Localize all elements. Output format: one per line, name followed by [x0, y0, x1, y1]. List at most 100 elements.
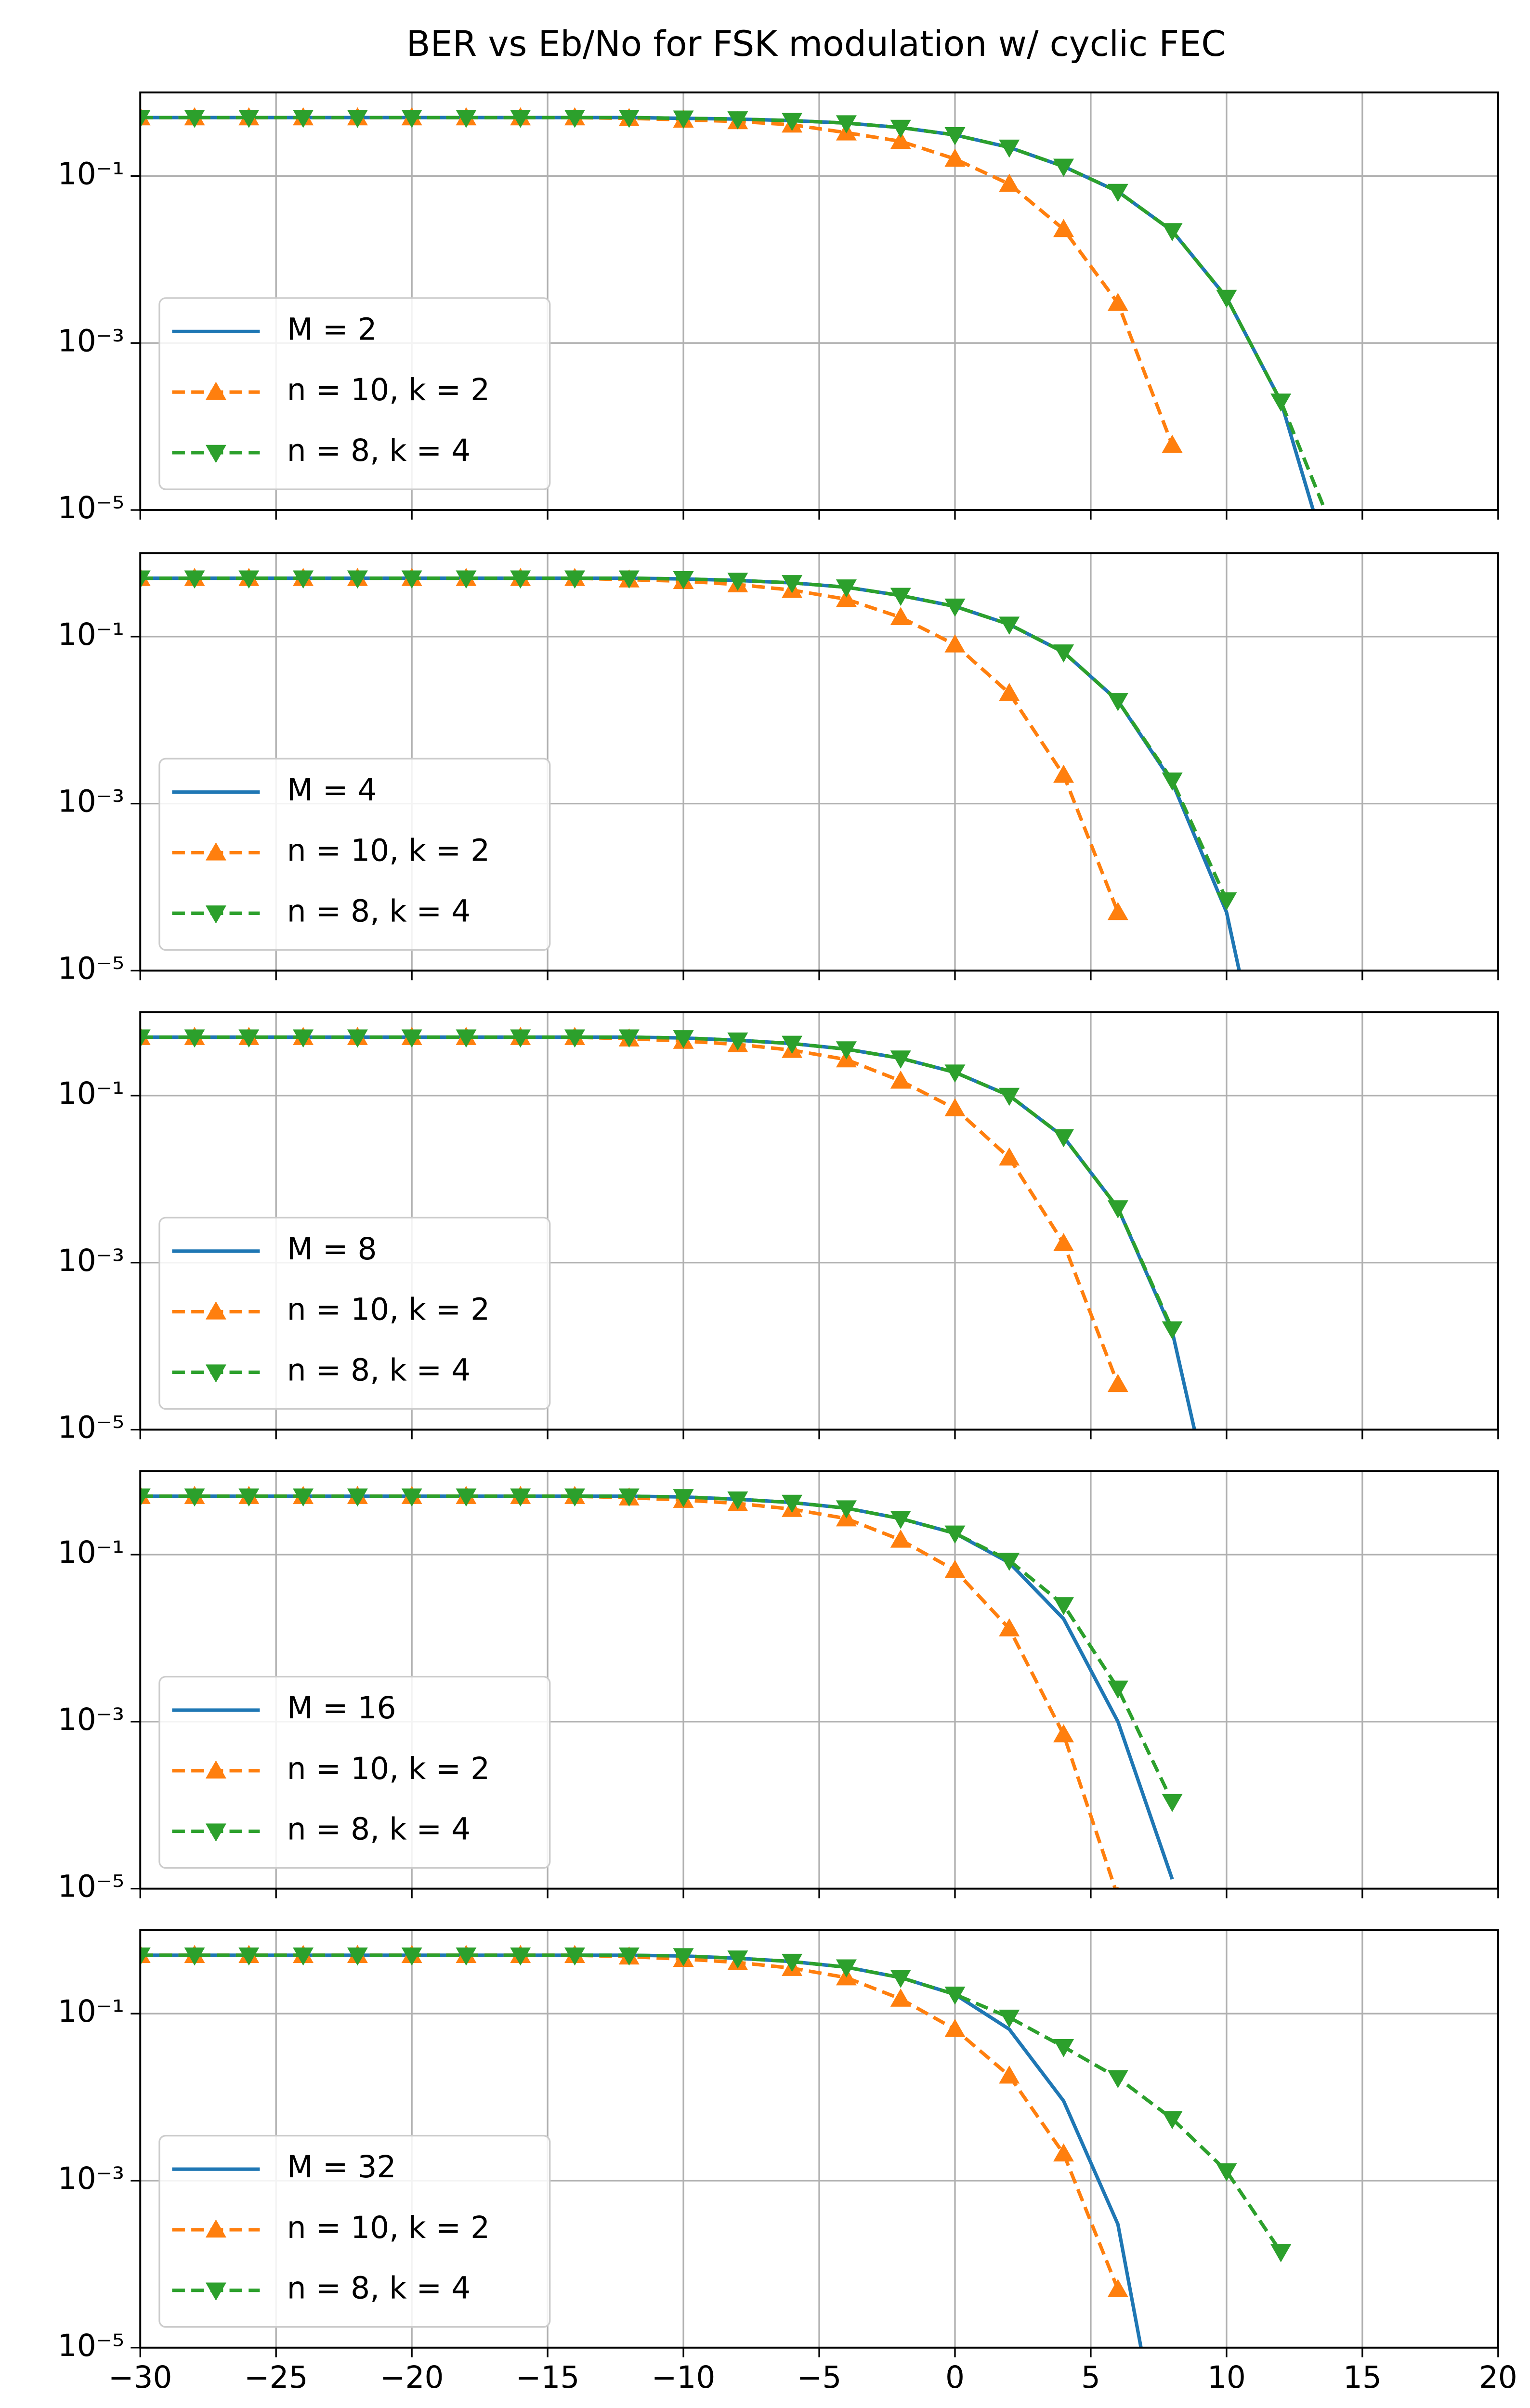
point	[293, 1488, 314, 1507]
legend-box	[158, 758, 551, 951]
point	[1107, 1680, 1128, 1699]
point	[890, 588, 911, 606]
point	[836, 1500, 857, 1519]
point	[1162, 772, 1183, 791]
panel: −30 −25 −20 −15 −10 −5 0 5 10 15 20 10⁻⁵ 10⁻³ 10⁻¹ M =…	[58, 1929, 1517, 2395]
point	[1107, 2279, 1128, 2297]
point	[944, 598, 966, 617]
point	[1162, 1321, 1183, 1340]
point	[456, 1947, 477, 1966]
point	[890, 1070, 911, 1089]
point	[238, 570, 260, 589]
legend-label: n = 8, k = 4	[287, 893, 471, 929]
plot-area	[140, 107, 1327, 510]
point	[782, 1953, 803, 1972]
y-tick-label: 10⁻³	[58, 784, 124, 819]
legend-label: M = 16	[287, 1690, 396, 1726]
x-tick-label: −5	[797, 2360, 842, 2395]
point	[184, 1029, 205, 1048]
point	[238, 1947, 260, 1966]
point	[836, 115, 857, 134]
point	[1053, 644, 1074, 663]
point	[564, 1488, 586, 1507]
point	[401, 1488, 422, 1507]
point	[890, 1529, 911, 1548]
legend-marker	[205, 1301, 226, 1320]
legend-label: M = 32	[287, 2149, 396, 2185]
legend-label: n = 8, k = 4	[287, 433, 471, 468]
y-tick-label: 10⁻⁵	[58, 2328, 124, 2363]
point	[836, 1959, 857, 1978]
point	[618, 570, 640, 589]
legend-marker	[205, 1364, 226, 1383]
y-tick-label: 10⁻³	[58, 1702, 124, 1737]
point	[293, 1947, 314, 1966]
point	[999, 1618, 1020, 1636]
chart-title: BER vs Eb/No for FSK modulation w/ cycli…	[406, 24, 1226, 65]
y-tick-label: 10⁻¹	[58, 156, 124, 191]
point	[401, 1029, 422, 1048]
point	[238, 1488, 260, 1507]
y-tick-label: 10⁻¹	[58, 617, 124, 652]
point	[564, 1029, 586, 1048]
axes-frame	[139, 1929, 1499, 2349]
legend-box	[158, 2134, 551, 2328]
point	[510, 1488, 531, 1507]
point	[890, 1989, 911, 2007]
point	[1162, 1793, 1183, 1812]
point	[618, 1947, 640, 1966]
plot-area	[140, 1945, 1292, 2348]
point	[727, 1032, 748, 1051]
point	[999, 616, 1020, 635]
y-tick-label: 10⁻³	[58, 1243, 124, 1278]
point	[999, 682, 1020, 701]
point	[456, 1029, 477, 1048]
point	[944, 1559, 966, 1578]
point	[836, 1041, 857, 1060]
point	[890, 1970, 911, 1988]
legend-label: M = 4	[287, 772, 377, 808]
point	[727, 573, 748, 591]
legend-label: n = 10, k = 2	[287, 1751, 490, 1786]
legend-box	[158, 1217, 551, 1410]
point	[944, 148, 966, 167]
point	[782, 113, 803, 131]
point	[293, 1029, 314, 1048]
y-tick-label: 10⁻⁵	[58, 490, 124, 525]
plot-area	[140, 1027, 1196, 1430]
y-tick-label: 10⁻⁵	[58, 951, 124, 986]
point	[510, 570, 531, 589]
point	[1216, 289, 1237, 308]
point	[347, 570, 368, 589]
point	[347, 1947, 368, 1966]
legend-marker	[205, 2219, 226, 2238]
legend-marker	[205, 842, 226, 861]
point	[944, 1986, 966, 2005]
point	[238, 110, 260, 128]
x-tick-label: 15	[1343, 2360, 1382, 2395]
point	[727, 111, 748, 130]
legend-label: n = 10, k = 2	[287, 833, 490, 868]
point	[456, 570, 477, 589]
point	[1053, 2039, 1074, 2057]
axes-frame	[139, 91, 1499, 511]
legend-label: n = 8, k = 4	[287, 2271, 471, 2306]
point	[238, 1029, 260, 1048]
x-tick-label: −25	[244, 2360, 308, 2395]
point	[944, 127, 966, 145]
point	[890, 1511, 911, 1529]
point	[1107, 1200, 1128, 1218]
point	[1107, 693, 1128, 711]
point	[618, 1029, 640, 1048]
point	[944, 2019, 966, 2037]
point	[1107, 183, 1128, 202]
y-tick-label: 10⁻⁵	[58, 1410, 124, 1445]
y-tick-label: 10⁻¹	[58, 1076, 124, 1111]
point	[1162, 223, 1183, 241]
point	[293, 570, 314, 589]
legend-label: n = 10, k = 2	[287, 1292, 490, 1327]
point	[999, 1147, 1020, 1166]
legend-marker	[205, 445, 226, 463]
panel: 10⁻⁵ 10⁻³ 10⁻¹ M = 16 n = 10, k = 2 n = 8, k …	[58, 1470, 1499, 1904]
